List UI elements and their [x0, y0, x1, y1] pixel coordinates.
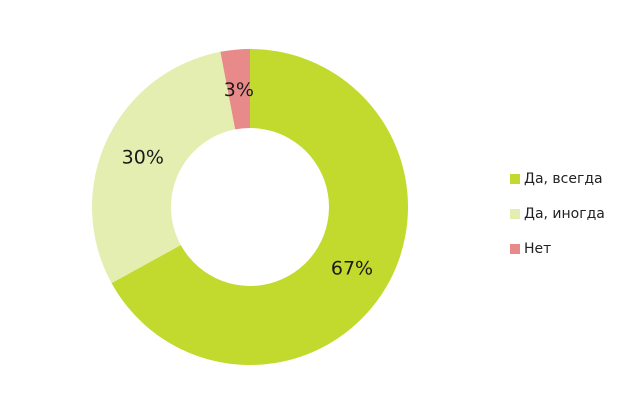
data-label: 30% [122, 147, 164, 169]
legend-swatch [510, 243, 520, 254]
legend-label: Нет [524, 240, 552, 257]
slice-always [111, 49, 408, 366]
legend: Да, всегда Да, иногда Нет [510, 161, 605, 266]
legend-swatch [510, 173, 520, 184]
legend-label: Да, всегда [524, 170, 603, 187]
slice-no [220, 49, 250, 130]
legend-item-always: Да, всегда [510, 161, 605, 196]
legend-label: Да, иногда [524, 205, 605, 222]
slice-sometimes [91, 51, 236, 284]
data-label: 3% [224, 79, 254, 101]
legend-swatch [510, 208, 520, 219]
legend-item-no: Нет [510, 231, 605, 266]
data-label: 67% [331, 257, 373, 279]
legend-item-sometimes: Да, иногда [510, 196, 605, 231]
